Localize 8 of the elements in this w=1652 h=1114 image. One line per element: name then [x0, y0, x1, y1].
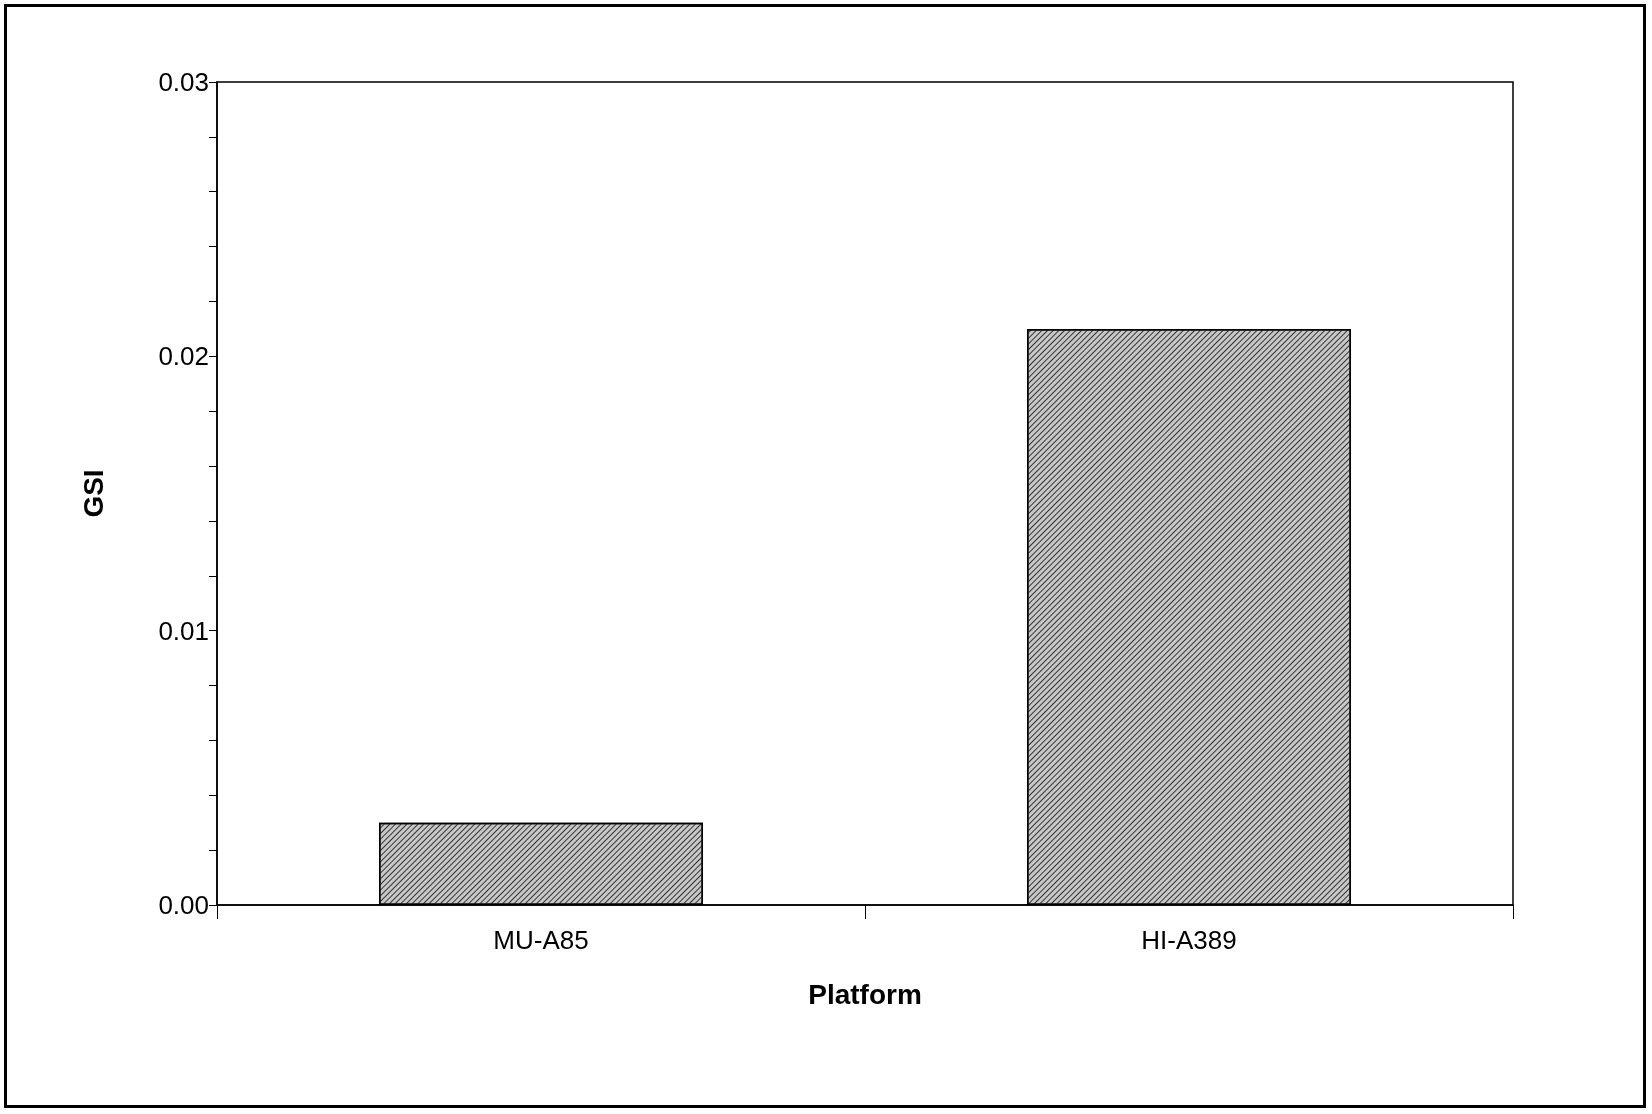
x-tick-label: HI-A389 [1141, 925, 1237, 955]
x-tick-label: MU-A85 [493, 925, 589, 955]
y-tick-label: 0.01 [158, 615, 209, 646]
x-axis-title: Platform [808, 978, 922, 1010]
y-tick-label: 0.03 [158, 67, 209, 97]
y-tick-label: 0.00 [158, 890, 209, 920]
y-axis-title: GSI [77, 469, 109, 518]
y-tick-label: 0.02 [158, 341, 209, 372]
